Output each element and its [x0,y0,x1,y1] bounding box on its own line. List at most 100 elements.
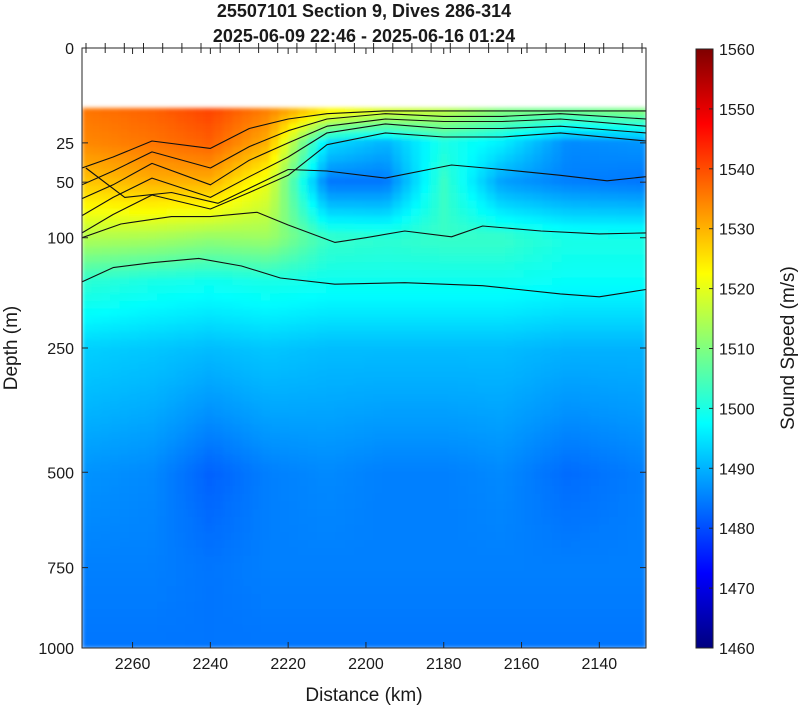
heatmap-cell [213,177,224,186]
heatmap-cell [251,570,262,580]
heatmap-cell [288,447,299,456]
heatmap-cell [636,532,646,541]
heatmap-cell [241,154,252,163]
heatmap-cell [119,131,130,140]
heatmap-cell [486,455,497,464]
heatmap-cell [326,254,337,263]
heatmap-cell [270,378,280,387]
heatmap-cell [270,154,280,163]
heatmap-cell [392,146,403,155]
heatmap-cell [317,231,327,240]
heatmap-cell [194,594,205,603]
heatmap-cell [439,324,450,333]
heatmap-cell [542,416,553,425]
heatmap-cell [100,455,111,464]
heatmap-cell [270,609,280,618]
heatmap-cell [232,146,243,155]
heatmap-cell [279,270,290,279]
heatmap-cell [185,617,196,626]
heatmap-cell [223,486,233,495]
heatmap-cell [580,570,591,580]
heatmap-cell [176,285,186,294]
heatmap-cell [392,308,403,317]
heatmap-cell [176,416,186,425]
heatmap-cell [448,339,459,348]
heatmap-cell [636,524,646,533]
heatmap-cell [100,640,111,648]
heatmap-cell [129,501,139,510]
heatmap-cell [91,516,102,526]
heatmap-cell [486,547,497,557]
heatmap-cell [213,138,224,148]
heatmap-cell [213,393,224,402]
heatmap-cell [420,408,431,418]
heatmap-cell [288,555,299,564]
heatmap-cell [373,624,384,634]
heatmap-cell [194,239,205,248]
heatmap-cell [589,200,600,209]
heatmap-cell [533,146,544,155]
heatmap-cell [373,316,384,325]
heatmap-cell [232,486,243,495]
heatmap-cell [486,617,497,626]
heatmap-cell [429,594,440,603]
heatmap-cell [213,339,224,348]
heatmap-cell [439,439,450,449]
heatmap-cell [176,547,186,557]
heatmap-cell [335,185,346,194]
heatmap-cell [486,640,497,648]
heatmap-cell [411,277,421,287]
heatmap-cell [599,470,609,479]
heatmap-cell [608,277,619,287]
heatmap-cell [382,115,393,125]
heatmap-cell [364,185,374,194]
heatmap-cell [580,262,591,271]
heatmap-cell [129,239,139,248]
heatmap-cell [354,509,365,518]
heatmap-cell [91,493,102,503]
heatmap-cell [91,362,102,371]
heatmap-cell [552,339,562,348]
heatmap-cell [523,216,534,225]
heatmap-cell [241,324,252,333]
heatmap-cell [373,138,384,148]
heatmap-cell [458,108,468,117]
heatmap-cell [580,300,591,310]
heatmap-cell [166,362,177,371]
heatmap-cell [119,493,130,503]
heatmap-cell [157,223,168,233]
heatmap-cell [110,324,121,333]
heatmap-cell [147,493,158,503]
heatmap-cell [382,570,393,580]
heatmap-cell [448,416,459,425]
heatmap-cell [552,586,562,595]
heatmap-cell [486,354,497,364]
heatmap-cell [157,154,168,163]
heatmap-cell [194,439,205,449]
heatmap-cell [495,447,506,456]
heatmap-cell [392,200,403,209]
heatmap-cell [147,578,158,587]
heatmap-cell [279,547,290,557]
heatmap-cell [467,624,478,634]
heatmap-cell [476,362,487,371]
heatmap-cell [505,154,515,163]
heatmap-cell [82,146,92,155]
heatmap-cell [411,601,421,611]
heatmap-cell [288,486,299,495]
heatmap-cell [223,146,233,155]
heatmap-cell [110,493,121,503]
heatmap-cell [420,216,431,225]
heatmap-cell [523,262,534,271]
heatmap-cell [232,223,243,233]
heatmap-cell [223,555,233,564]
heatmap-cell [157,424,168,433]
heatmap-cell [232,316,243,325]
heatmap-cell [505,339,515,348]
heatmap-cell [570,192,581,202]
heatmap-cell [157,285,168,294]
heatmap-cell [411,486,421,495]
heatmap-cell [176,462,186,472]
heatmap-cell [147,563,158,572]
heatmap-cell [204,223,215,233]
